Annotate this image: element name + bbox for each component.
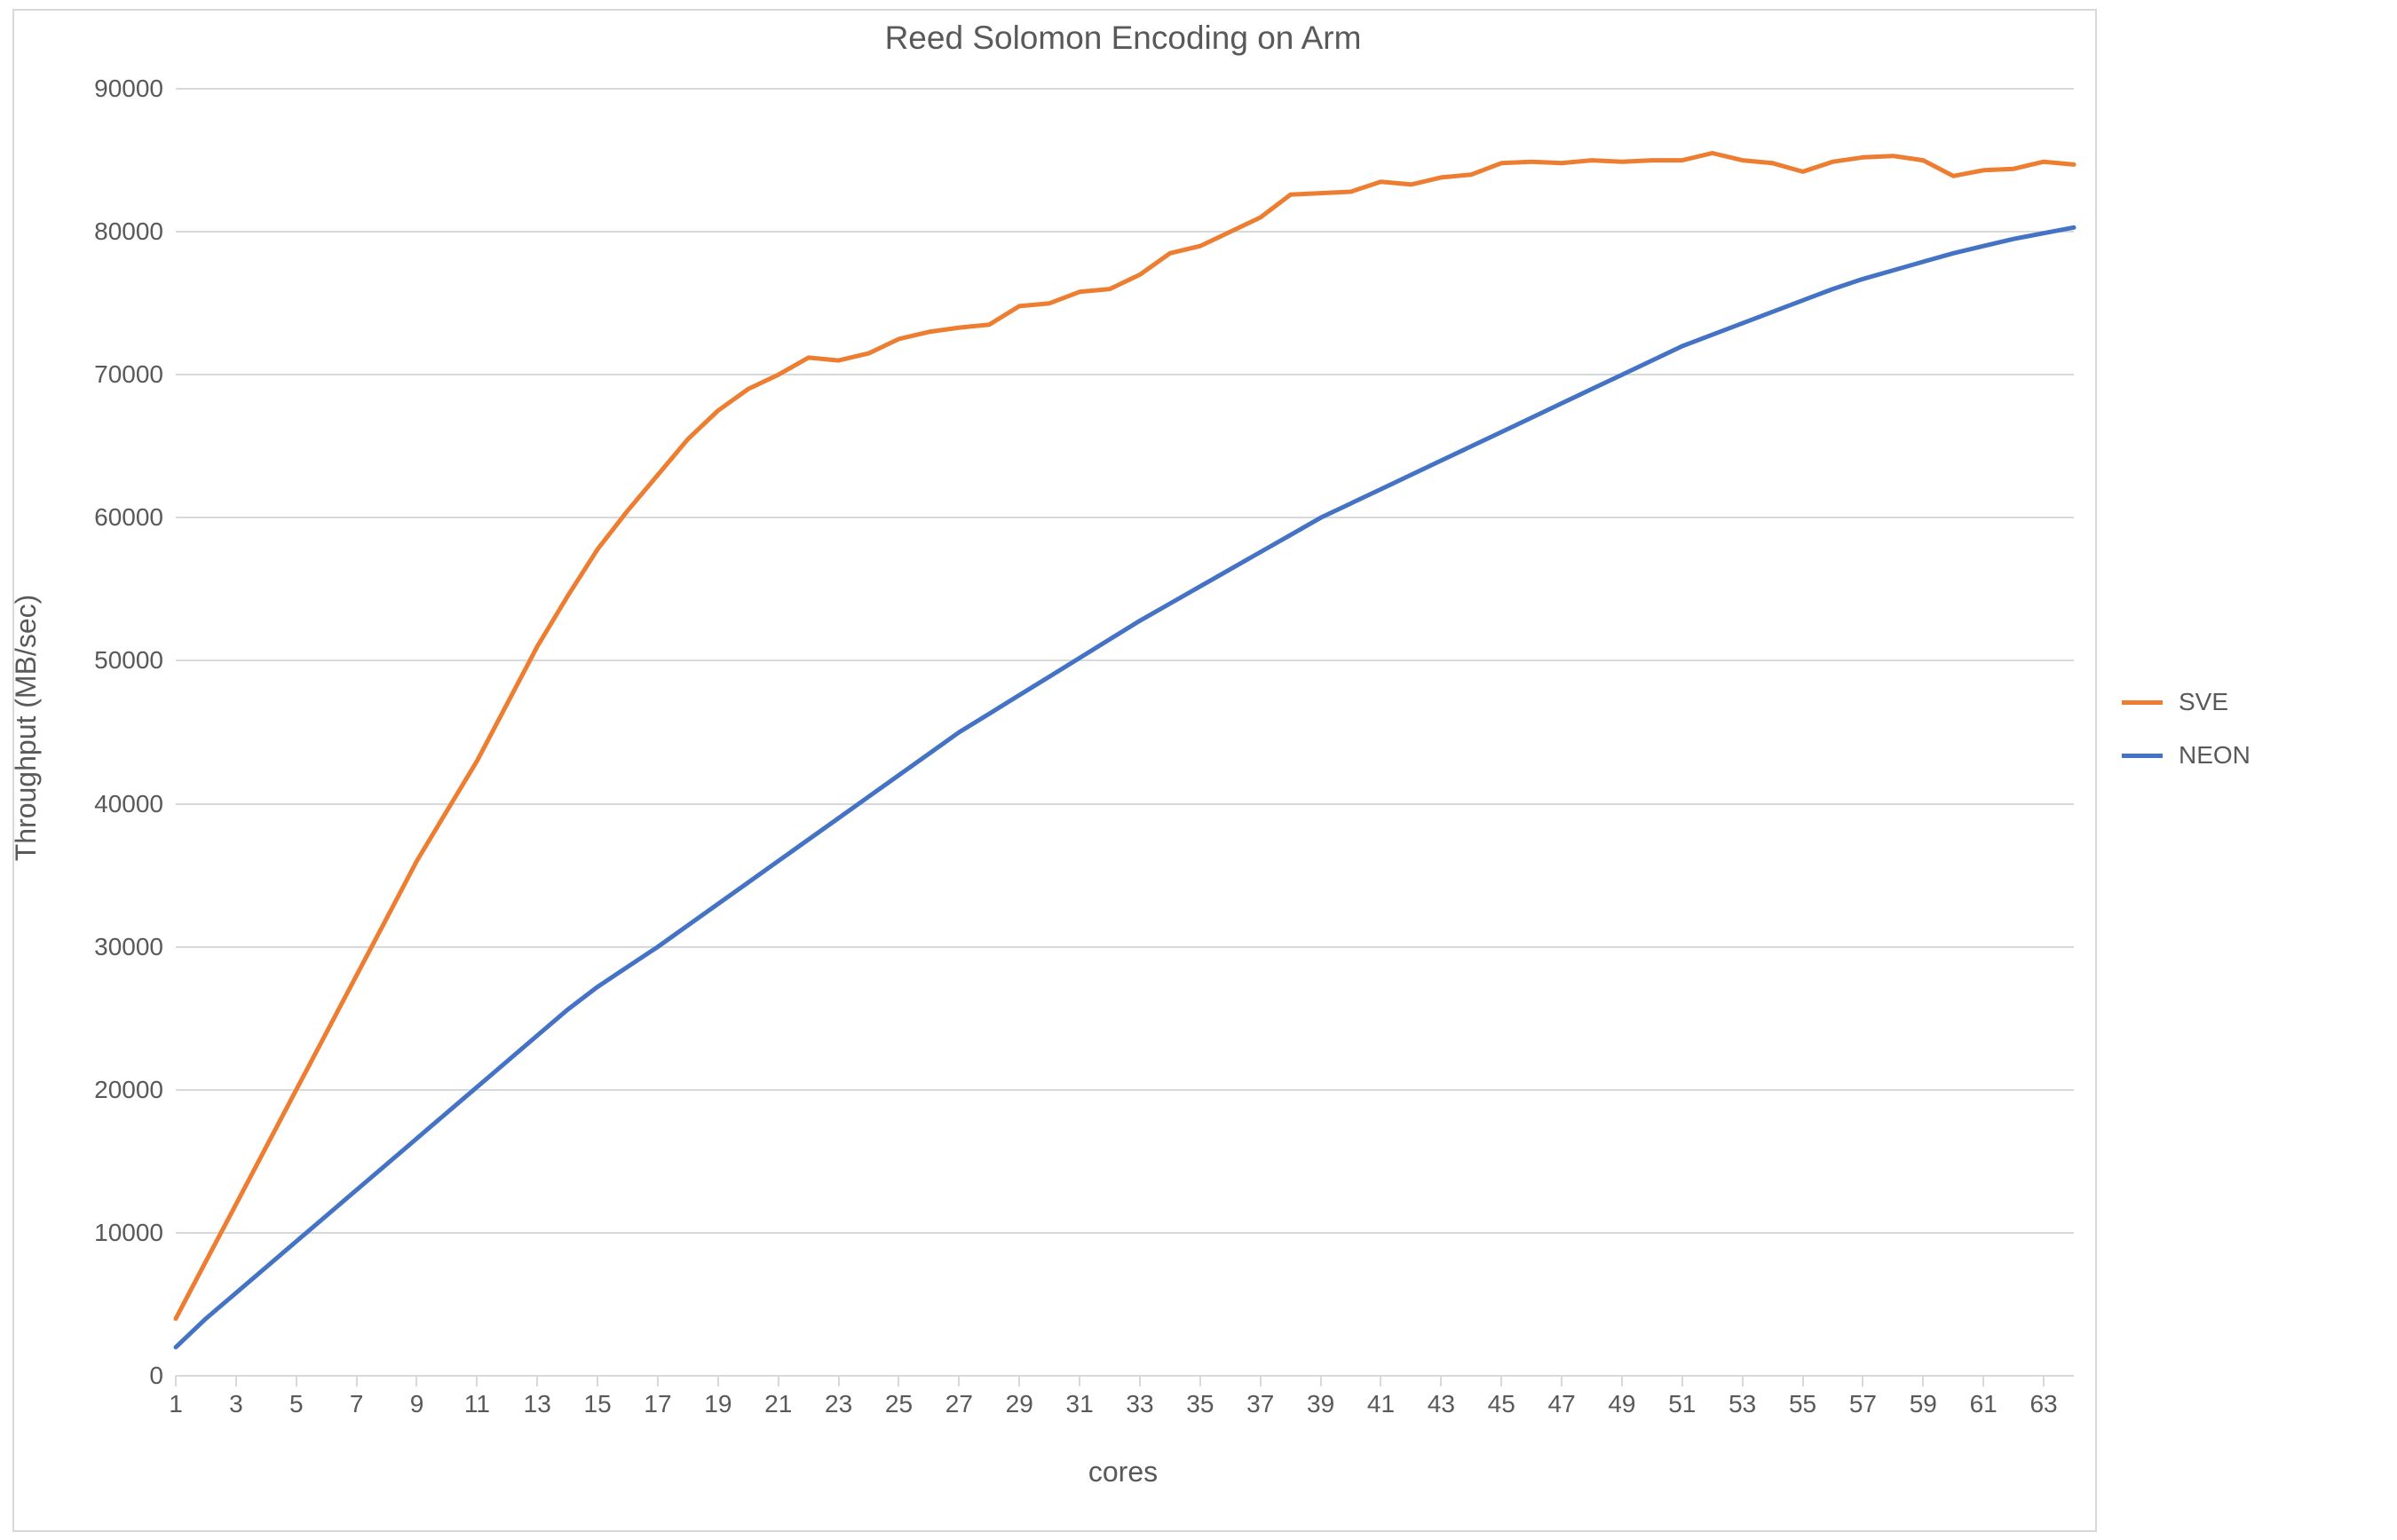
legend-item-neon: NEON bbox=[2122, 741, 2251, 770]
legend-swatch-neon bbox=[2122, 754, 2163, 758]
legend-item-sve: SVE bbox=[2122, 688, 2251, 716]
series-line-sve bbox=[176, 154, 2074, 1319]
chart-title: Reed Solomon Encoding on Arm bbox=[885, 20, 1362, 57]
chart-series-svg bbox=[0, 0, 2397, 1540]
chart-page: 0100002000030000400005000060000700008000… bbox=[0, 0, 2397, 1540]
legend-label-neon: NEON bbox=[2179, 741, 2251, 770]
legend: SVE NEON bbox=[2122, 688, 2251, 794]
x-axis-label: cores bbox=[1088, 1456, 1158, 1489]
legend-swatch-sve bbox=[2122, 700, 2163, 705]
legend-label-sve: SVE bbox=[2179, 688, 2228, 716]
y-axis-label: Throughput (MB/sec) bbox=[10, 595, 43, 862]
